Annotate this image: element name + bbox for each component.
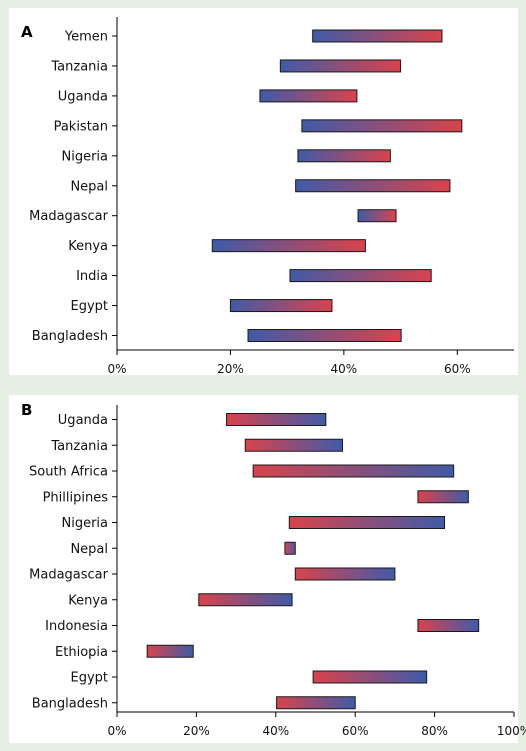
x-tick-label: 100% [497,724,526,738]
panel-b-background [9,395,518,743]
panel-b: B 0% 20% 40% 60% 80% 100% Uganda Tanzania South … [21,401,526,738]
range-bar-phillipines [417,490,469,504]
x-tick-label: 20% [217,362,244,376]
range-bar-uganda [259,89,358,103]
x-tick-label: 20% [183,724,210,738]
category-label: Kenya [68,239,108,254]
range-bar-india [289,269,432,283]
category-label: Kenya [68,593,108,608]
category-label: Phillipines [43,490,109,505]
range-bar-egypt [229,299,333,313]
category-label: Tanzania [50,439,108,454]
x-tick-label: 0% [107,362,126,376]
category-label: Madagascar [29,568,109,583]
range-bar-yemen [312,29,443,43]
range-bar-madagascar [357,209,397,223]
category-label: Madagascar [29,209,109,224]
range-bar-bangladesh [276,696,356,710]
category-label: Indonesia [45,619,108,634]
category-label: Egypt [70,671,108,686]
range-bar-south-africa [252,464,455,478]
range-bar-nigeria [297,149,391,163]
panel-a: A 0% 20% 40% 60% Yemen Tanzania Uganda Pakistan… [21,17,514,376]
category-label: Nigeria [61,149,108,164]
range-bar-ethiopia [146,644,194,658]
category-label: Bangladesh [32,696,108,711]
range-bar-kenya [198,593,293,607]
range-bar-bangladesh [247,329,402,342]
x-tick-label: 40% [331,362,358,376]
range-bar-egypt [312,670,428,684]
category-label: India [76,269,108,284]
category-label: Ethiopia [55,645,108,660]
category-label: Nepal [70,179,108,194]
range-bar-tanzania [244,438,343,452]
category-label: Tanzania [50,59,108,74]
range-bar-tanzania [279,59,402,73]
x-tick-label: 80% [421,724,448,738]
range-bar-madagascar [294,567,396,581]
panel-b-letter: B [21,401,32,419]
category-label: Pakistan [54,119,108,134]
category-label: South Africa [29,465,108,480]
x-tick-label: 60% [444,362,471,376]
category-label: Uganda [58,89,108,104]
x-tick-label: 40% [262,724,289,738]
panel-a-letter: A [21,23,33,41]
category-label: Nepal [70,542,108,557]
category-label: Nigeria [61,516,108,531]
category-label: Bangladesh [32,329,108,344]
range-bar-nigeria [288,516,446,529]
x-tick-label: 60% [342,724,369,738]
category-label: Yemen [64,30,108,45]
range-bar-kenya [211,239,366,253]
x-tick-label: 0% [107,724,126,738]
range-bar-nepal [295,179,451,193]
category-label: Uganda [58,413,108,428]
range-bar-indonesia [417,619,480,632]
range-bar-nepal [284,541,296,555]
range-bar-pakistan [301,119,463,133]
range-bar-uganda [226,413,327,426]
category-label: Egypt [70,299,108,314]
